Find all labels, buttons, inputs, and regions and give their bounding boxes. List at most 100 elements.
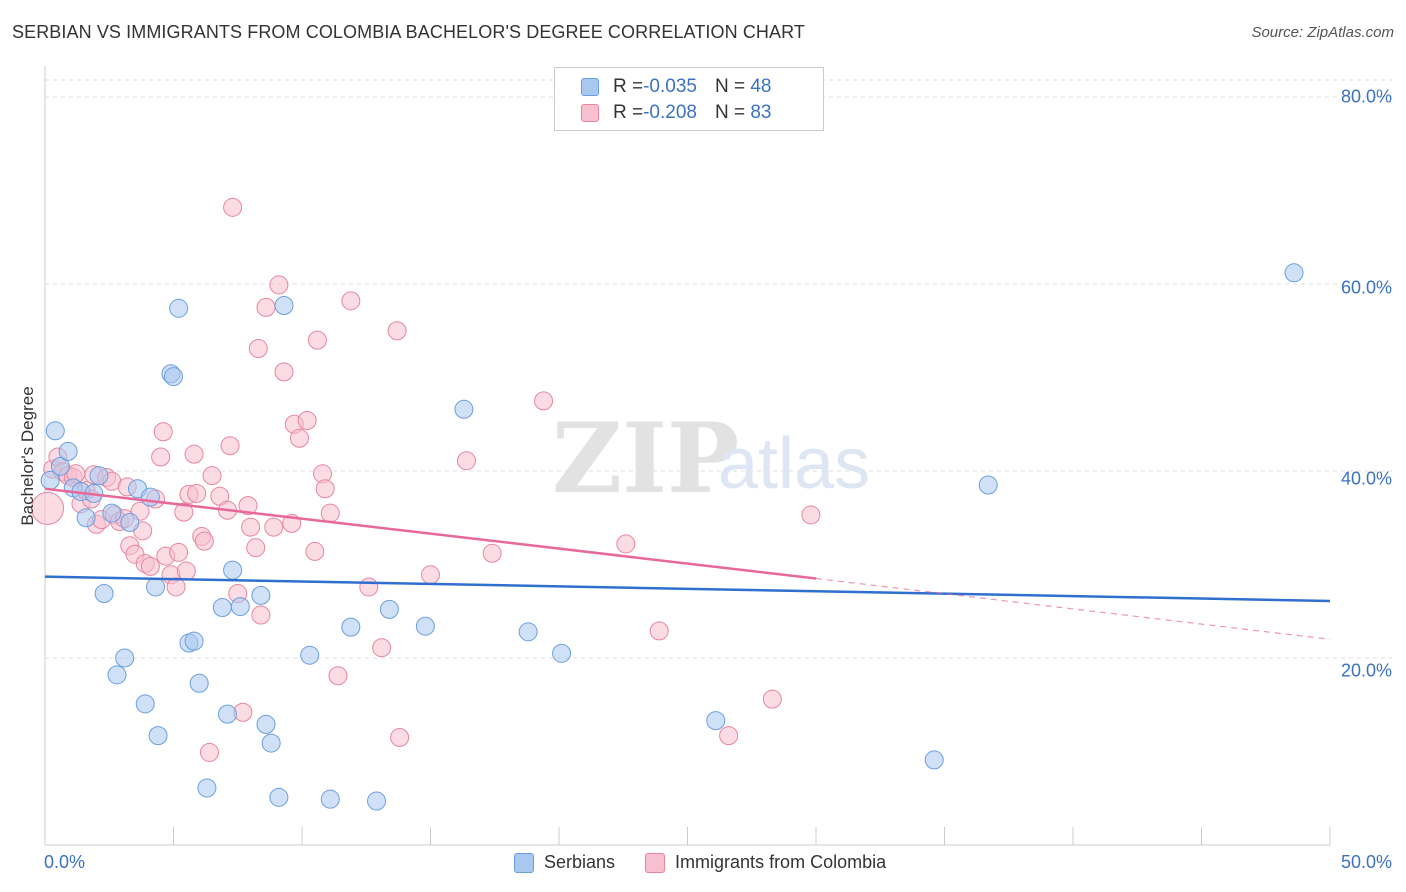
series-legend-serbians[interactable]: Serbians — [514, 852, 615, 873]
serbians-point — [300, 645, 320, 665]
colombia-point — [184, 444, 204, 464]
legend-swatch-colombia — [581, 104, 599, 122]
legend-r-label: R = — [613, 76, 644, 97]
serbians-point — [230, 597, 250, 617]
series-legend: Serbians Immigrants from Colombia — [514, 852, 916, 873]
legend-row-colombia: R = -0.208 N = 83 — [581, 100, 772, 126]
watermark-zip: ZIP — [552, 402, 739, 515]
series-label-colombia: Immigrants from Colombia — [675, 852, 887, 872]
serbians-point — [223, 560, 243, 580]
colombia-point — [199, 742, 219, 762]
chart-source: Source: ZipAtlas.com — [1251, 24, 1394, 41]
serbians-point — [89, 466, 109, 486]
colombia-point — [151, 447, 171, 467]
colombia-point — [307, 330, 327, 350]
colombia-point — [202, 466, 222, 486]
colombia-point — [421, 565, 440, 585]
x-axis-min-label: 0.0% — [44, 852, 86, 872]
series-swatch-colombia — [645, 852, 666, 873]
colombia-point — [223, 197, 243, 217]
colombia-point — [482, 543, 502, 563]
legend-row-serbians: R = -0.035 N = 48 — [581, 74, 772, 100]
chart-title: SERBIAN VS IMMIGRANTS FROM COLOMBIA BACH… — [12, 22, 805, 42]
serbians-point — [50, 456, 70, 476]
serbians-point — [115, 648, 135, 668]
series-legend-colombia[interactable]: Immigrants from Colombia — [645, 852, 886, 873]
legend-r-label: R = — [613, 102, 644, 123]
serbians-point — [217, 704, 237, 724]
serbians-point — [146, 577, 166, 597]
serbians-point — [135, 694, 155, 714]
colombia-point — [246, 538, 266, 558]
series-swatch-serbians — [514, 852, 534, 873]
y-tick-label-80: 80.0% — [1340, 86, 1392, 107]
colombia-point — [534, 391, 554, 411]
serbians-point — [189, 673, 209, 693]
serbians-point — [164, 367, 183, 387]
y-tick-label-40: 40.0% — [1340, 468, 1392, 489]
serbians-point — [169, 298, 189, 318]
serbians-point — [76, 508, 96, 528]
colombia-point — [194, 531, 214, 551]
colombia-point — [762, 689, 782, 709]
serbians-point — [978, 475, 998, 495]
colombia-point — [372, 638, 392, 658]
colombia-point — [719, 726, 739, 746]
legend-r-value: -0.035 — [643, 76, 697, 97]
colombia-point — [238, 496, 258, 516]
legend-n-label: N = — [714, 102, 751, 123]
legend-n-value: 48 — [750, 76, 772, 97]
y-tick-label-20: 20.0% — [1340, 660, 1392, 681]
colombia-trend-extension — [815, 577, 1331, 640]
serbians-point — [415, 616, 435, 636]
serbians-point — [212, 598, 232, 618]
colombia-point — [166, 577, 186, 597]
colombia-point — [31, 491, 65, 525]
series-label-serbians: Serbians — [544, 852, 616, 872]
serbians-point — [102, 503, 122, 523]
serbians-point — [367, 791, 387, 811]
colombia-point — [616, 534, 636, 554]
serbians-point — [454, 399, 474, 419]
legend-swatch-serbians — [581, 78, 599, 96]
serbians-point — [1284, 263, 1304, 283]
colombia-trend-line — [44, 487, 817, 580]
serbians-point — [518, 622, 538, 642]
colombia-point — [169, 542, 189, 562]
colombia-point — [341, 291, 361, 311]
serbians-point — [94, 583, 114, 603]
legend-n-label: N = — [714, 76, 751, 97]
watermark-atlas: atlas — [718, 424, 870, 504]
serbians-point — [269, 787, 289, 807]
serbians-point — [924, 750, 944, 770]
colombia-point — [153, 422, 173, 442]
colombia-point — [320, 503, 340, 523]
serbians-point — [251, 585, 271, 605]
colombia-point — [297, 411, 317, 431]
serbians-point — [274, 296, 294, 316]
serbians-point — [120, 512, 140, 532]
serbians-point — [45, 421, 65, 441]
serbians-point — [197, 778, 217, 798]
colombia-point — [174, 502, 194, 522]
serbians-point — [58, 441, 78, 461]
colombia-point — [241, 517, 261, 537]
colombia-point — [176, 561, 196, 581]
serbians-point — [379, 599, 399, 619]
colombia-point — [387, 321, 407, 341]
serbians-point — [320, 789, 340, 809]
serbians-point — [107, 665, 127, 685]
colombia-point — [274, 362, 294, 382]
colombia-point — [315, 479, 335, 499]
colombia-point — [390, 727, 410, 747]
serbians-point — [706, 711, 726, 731]
colombia-point — [649, 621, 669, 641]
y-tick-label-60: 60.0% — [1340, 277, 1392, 298]
serbians-point — [148, 726, 168, 746]
colombia-point — [328, 666, 348, 686]
colombia-point — [289, 428, 309, 448]
y-axis-label: Bachelor's Degree — [18, 386, 37, 526]
colombia-point — [248, 339, 268, 359]
serbians-point — [341, 617, 361, 637]
